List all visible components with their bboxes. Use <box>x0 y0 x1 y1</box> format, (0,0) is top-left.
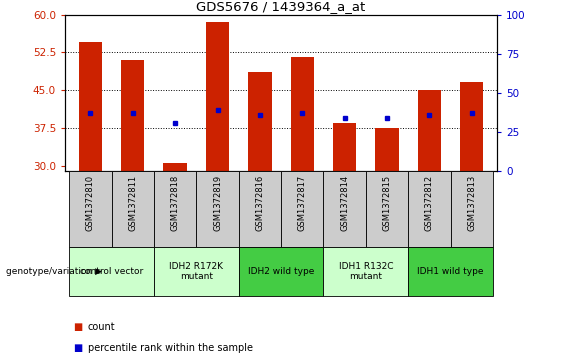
Bar <box>154 171 197 247</box>
Text: GSM1372815: GSM1372815 <box>383 174 392 231</box>
Bar <box>323 247 408 296</box>
Bar <box>238 247 323 296</box>
Bar <box>408 247 493 296</box>
Text: IDH2 R172K
mutant: IDH2 R172K mutant <box>170 262 223 281</box>
Text: GSM1372812: GSM1372812 <box>425 174 434 231</box>
Bar <box>451 171 493 247</box>
Text: GSM1372819: GSM1372819 <box>213 174 222 231</box>
Bar <box>238 171 281 247</box>
Text: ■: ■ <box>73 322 82 332</box>
Bar <box>69 247 154 296</box>
Bar <box>69 171 112 247</box>
Text: IDH2 wild type: IDH2 wild type <box>248 267 314 276</box>
Bar <box>154 247 238 296</box>
Bar <box>375 128 399 171</box>
Title: GDS5676 / 1439364_a_at: GDS5676 / 1439364_a_at <box>197 0 366 13</box>
Bar <box>197 171 238 247</box>
Bar <box>121 60 145 171</box>
Bar <box>323 171 366 247</box>
Text: genotype/variation ▶: genotype/variation ▶ <box>6 267 102 276</box>
Text: percentile rank within the sample: percentile rank within the sample <box>88 343 253 354</box>
Bar <box>281 171 323 247</box>
Text: GSM1372817: GSM1372817 <box>298 174 307 231</box>
Text: GSM1372814: GSM1372814 <box>340 174 349 231</box>
Bar <box>112 171 154 247</box>
Text: GSM1372811: GSM1372811 <box>128 174 137 231</box>
Text: control vector: control vector <box>80 267 143 276</box>
Text: count: count <box>88 322 115 332</box>
Bar <box>366 171 408 247</box>
Bar <box>290 57 314 171</box>
Bar <box>408 171 451 247</box>
Text: IDH1 R132C
mutant: IDH1 R132C mutant <box>338 262 393 281</box>
Text: GSM1372813: GSM1372813 <box>467 174 476 231</box>
Bar <box>333 123 357 171</box>
Bar <box>163 163 187 171</box>
Bar <box>418 90 441 171</box>
Text: GSM1372810: GSM1372810 <box>86 174 95 231</box>
Bar <box>248 73 272 171</box>
Bar <box>460 82 484 171</box>
Bar <box>79 42 102 171</box>
Bar <box>206 22 229 171</box>
Text: GSM1372816: GSM1372816 <box>255 174 264 231</box>
Text: ■: ■ <box>73 343 82 354</box>
Text: GSM1372818: GSM1372818 <box>171 174 180 231</box>
Text: IDH1 wild type: IDH1 wild type <box>418 267 484 276</box>
